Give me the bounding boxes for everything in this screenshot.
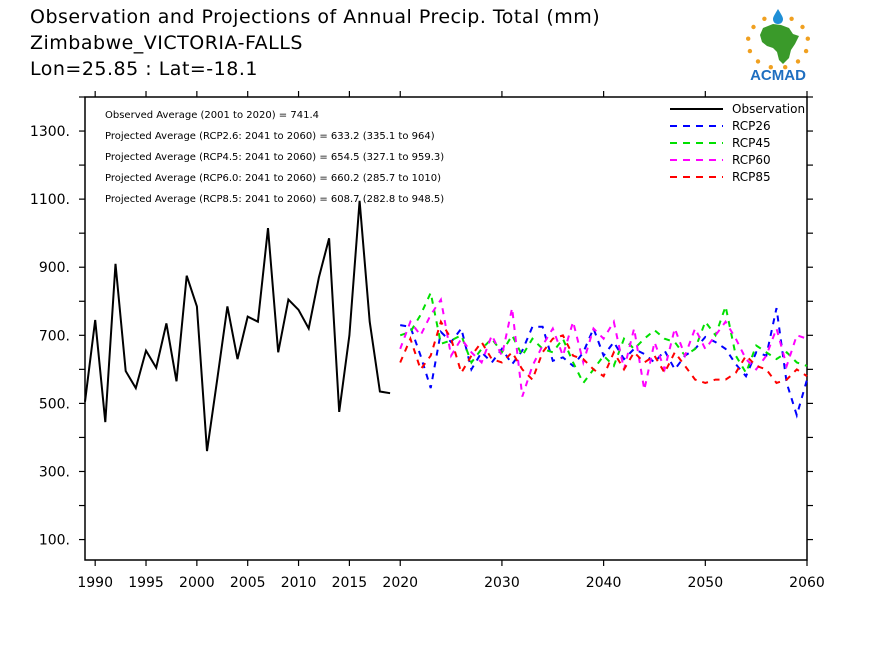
x-tick-label: 2040 — [586, 575, 622, 591]
x-tick-label: 2020 — [382, 575, 418, 591]
acmad-logo: ACMAD — [746, 9, 810, 84]
logo-star — [803, 48, 809, 54]
logo-star — [783, 65, 788, 70]
stats-line: Observed Average (2001 to 2020) = 741.4 — [105, 110, 319, 121]
series-rcp45 — [399, 289, 808, 385]
logo-star — [746, 36, 751, 41]
logo-star — [751, 24, 756, 30]
y-tick-label: 300. — [39, 464, 70, 480]
logo-star — [789, 16, 794, 21]
station-name: Zimbabwe_VICTORIA-FALLS — [30, 32, 303, 54]
plot-series — [84, 200, 808, 452]
logo-star — [795, 59, 801, 64]
series-rcp60 — [399, 296, 808, 397]
x-tick-label: 2010 — [281, 575, 317, 591]
series-rcp85 — [399, 319, 808, 385]
stats-annotations: Observed Average (2001 to 2020) = 741.4 P… — [105, 110, 444, 205]
y-tick-label: 1100. — [30, 192, 70, 208]
logo-text: ACMAD — [750, 67, 806, 84]
stats-line: Projected Average (RCP4.5: 2041 to 2060)… — [105, 152, 444, 163]
logo-stars-ring — [746, 16, 810, 70]
x-tick-label: 1995 — [128, 575, 164, 591]
x-tick-label: 2050 — [687, 575, 723, 591]
series-rcp26 — [400, 307, 808, 419]
legend-label: RCP60 — [732, 153, 771, 167]
plot-axes: 100. 300. 500. 700. 900. 1100. 1300. 1990 1995 20… — [30, 91, 825, 591]
plot-frame — [84, 96, 808, 561]
y-tick-label: 700. — [39, 328, 70, 344]
logo-africa-icon — [760, 24, 799, 64]
series-observation — [84, 200, 391, 452]
y-tick-label: 900. — [39, 260, 70, 276]
x-tick-label: 2005 — [230, 575, 266, 591]
chart-title: Observation and Projections of Annual Pr… — [30, 6, 601, 28]
logo-star — [768, 65, 773, 70]
logo-star — [747, 48, 753, 54]
legend-label: RCP26 — [732, 119, 771, 133]
legend-label: RCP45 — [732, 136, 771, 150]
x-tick-label: 2000 — [179, 575, 215, 591]
plot-legend: Observation RCP26 RCP45 RCP60 RCP85 — [670, 102, 805, 184]
y-tick-label: 100. — [39, 533, 70, 549]
y-tick-label: 500. — [39, 396, 70, 412]
stats-line: Projected Average (RCP2.6: 2041 to 2060)… — [105, 131, 435, 142]
legend-label: RCP85 — [732, 170, 771, 184]
logo-star — [755, 59, 761, 64]
logo-drop-icon — [773, 9, 783, 24]
stats-line: Projected Average (RCP6.0: 2041 to 2060)… — [105, 173, 441, 184]
x-tick-label: 1990 — [77, 575, 113, 591]
logo-star — [805, 36, 810, 41]
x-tick-label: 2030 — [484, 575, 520, 591]
x-tick-label: 2060 — [789, 575, 825, 591]
y-tick-label: 1300. — [30, 124, 70, 140]
logo-star — [762, 16, 767, 21]
legend-label: Observation — [732, 102, 805, 116]
logo-star — [800, 24, 805, 30]
x-tick-label: 2015 — [332, 575, 368, 591]
stats-line: Projected Average (RCP8.5: 2041 to 2060)… — [105, 194, 444, 205]
station-coordinates: Lon=25.85 : Lat=-18.1 — [30, 58, 258, 80]
